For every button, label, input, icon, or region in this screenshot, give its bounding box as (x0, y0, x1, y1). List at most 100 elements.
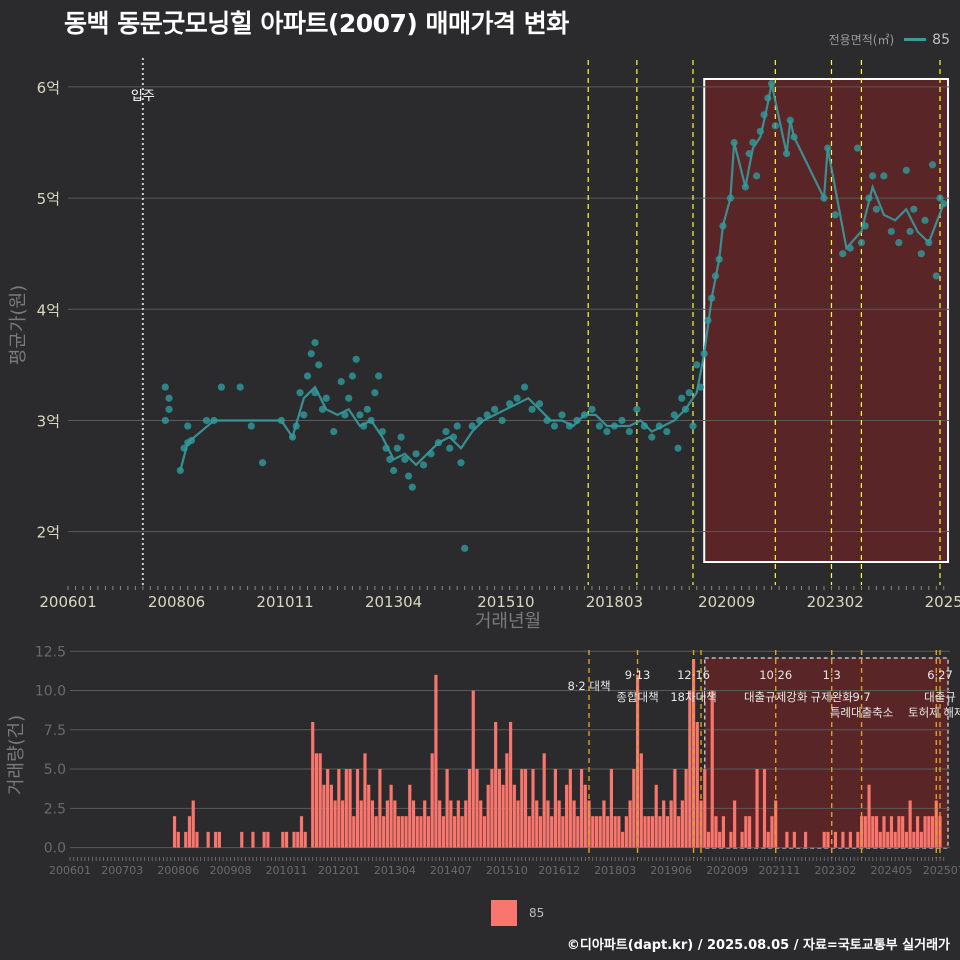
volume-bar (318, 753, 322, 848)
volume-chart: 0.0 2.5 5.0 7.5 10.0 12.5 8·2 대책 9·13 종합대책 12·16 1… (6, 644, 960, 877)
move-in-label: 입주 (131, 89, 155, 104)
volume-bar (344, 769, 348, 848)
price-point (925, 238, 933, 247)
y-tick-label: 6억 (37, 79, 60, 97)
price-point (513, 394, 521, 402)
price-point (404, 472, 413, 480)
price-point (382, 444, 390, 452)
price-point (476, 416, 484, 425)
price-point (491, 405, 499, 413)
price-point (917, 250, 925, 258)
price-point (693, 361, 701, 369)
legend-top: 전용면적(㎡) 85 (829, 31, 950, 48)
volume-bar (665, 816, 670, 848)
volume-bar (680, 800, 684, 848)
y-tick-label: 3억 (37, 412, 60, 430)
price-point (202, 416, 211, 425)
price-point (468, 422, 476, 430)
price-point (345, 394, 353, 402)
price-point (696, 383, 705, 391)
price-point (461, 544, 469, 552)
volume-bar (251, 831, 255, 848)
price-point (288, 433, 297, 441)
price-point (165, 405, 173, 413)
policy-annotation: 10·26 (759, 668, 792, 682)
volume-bar (826, 831, 830, 848)
price-point (760, 111, 768, 119)
volume-bar (523, 769, 528, 848)
policy-annotation: 종합대책 (616, 690, 658, 704)
price-point (749, 138, 757, 147)
volume-bar (393, 800, 397, 848)
price-point (375, 372, 383, 380)
x-tick-label: 200806 (157, 864, 199, 877)
volume-bar (516, 800, 520, 848)
volume-bar (281, 831, 285, 848)
volume-bar (542, 753, 546, 848)
volume-bar (867, 784, 871, 848)
volume-bar (348, 769, 352, 848)
volume-bar (650, 816, 655, 848)
volume-bar (374, 816, 378, 848)
volume-bar (449, 800, 453, 848)
price-point (401, 455, 409, 463)
price-point (861, 222, 869, 230)
price-point (580, 411, 589, 419)
policy-annotation: 8·2 대책 (567, 679, 610, 693)
page-title: 동백 동문굿모닝힐 아파트(2007) 매매가격 변화 (64, 9, 569, 38)
volume-bar (426, 816, 431, 848)
volume-bar (486, 784, 490, 848)
volume-bar (538, 816, 543, 848)
volume-bar (520, 769, 524, 848)
volume-bar (710, 690, 714, 848)
volume-bar (501, 784, 505, 848)
y-tick-label: 10.0 (35, 684, 66, 700)
price-point (210, 416, 218, 425)
price-point (595, 422, 604, 430)
price-point (449, 433, 458, 441)
price-point (543, 416, 551, 425)
price-point (386, 455, 394, 463)
price-point (565, 422, 574, 430)
volume-bar (927, 816, 931, 848)
price-point (311, 339, 319, 347)
volume-bar (329, 784, 333, 848)
price-point (767, 79, 776, 88)
volume-bar (299, 816, 304, 848)
price-point (506, 400, 514, 408)
price-point (367, 416, 375, 425)
volume-bar (904, 831, 908, 848)
policy-annotation: 1·3 (823, 668, 841, 682)
price-point (936, 194, 944, 202)
y-tick-label: 7.5 (44, 723, 66, 739)
volume-bar (762, 769, 767, 848)
price-point (700, 350, 708, 358)
price-point (434, 439, 443, 447)
policy-annotation: 6·27 (927, 668, 953, 682)
price-point (300, 411, 308, 419)
price-point (674, 444, 682, 452)
volume-bar (923, 816, 927, 848)
price-point (187, 436, 196, 445)
price-point (442, 427, 450, 436)
y-tick-label: 12.5 (35, 644, 66, 660)
price-point (633, 405, 641, 413)
volume-bar (333, 800, 337, 848)
credit: ©디아파트(dapt.kr) / 2025.08.05 / 자료=국토교통부 실… (566, 938, 950, 953)
volume-bar (404, 816, 408, 848)
volume-bar (677, 816, 681, 848)
volume-bar (553, 769, 557, 848)
price-point (247, 422, 255, 430)
volume-bar (214, 831, 218, 848)
volume-bar (912, 831, 916, 848)
volume-bar (658, 816, 662, 848)
volume-bar (602, 800, 606, 848)
volume-bar (706, 831, 711, 848)
volume-bar (624, 816, 628, 848)
volume-bar (340, 800, 345, 848)
volume-bar (389, 784, 393, 848)
volume-bar (471, 690, 475, 848)
volume-bar (326, 769, 330, 848)
price-point (869, 172, 877, 180)
price-point (887, 227, 895, 236)
